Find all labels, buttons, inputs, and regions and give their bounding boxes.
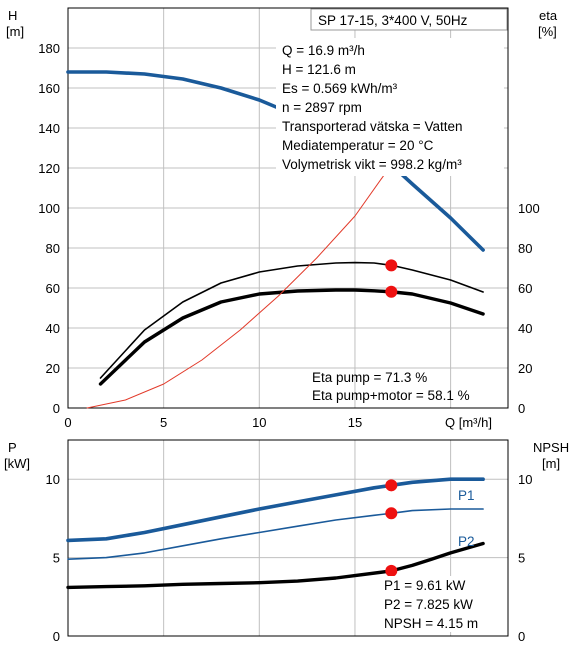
x-tick-0: 0	[64, 415, 71, 430]
eta-pump-motor-text: Eta pump+motor = 58.1 %	[312, 388, 470, 403]
top-x-tick-labels: 0 5 10 15	[64, 415, 362, 430]
p1-value-text: P1 = 9.61 kW	[384, 578, 466, 593]
x-tick-15: 15	[348, 415, 362, 430]
y-tick-80: 80	[46, 241, 60, 256]
right-tick-80: 80	[518, 241, 532, 256]
top-plot-frame	[67, 7, 509, 409]
x-tick-5: 5	[160, 415, 167, 430]
p1-series-tag: P1	[458, 488, 475, 503]
top-eta-tick-labels: 0 20 40 60 80 100	[518, 201, 540, 416]
y-tick-10: 10	[46, 472, 60, 487]
right-tick-5: 5	[518, 551, 525, 566]
h-axis-unit: [m]	[6, 24, 24, 39]
info-line-n: n = 2897 rpm	[282, 100, 362, 115]
y-tick-180: 180	[38, 41, 60, 56]
h-axis-label: H	[8, 8, 17, 23]
y-tick-5: 5	[53, 551, 60, 566]
right-tick-20: 20	[518, 361, 532, 376]
y-tick-40: 40	[46, 321, 60, 336]
right-tick-60: 60	[518, 281, 532, 296]
npsh-value-text: NPSH = 4.15 m	[384, 616, 478, 631]
y-tick-100: 100	[38, 201, 60, 216]
npsh-axis-unit: [m]	[542, 456, 560, 471]
x-tick-10: 10	[252, 415, 266, 430]
right-tick-0: 0	[518, 401, 525, 416]
y-tick-160: 160	[38, 81, 60, 96]
y-tick-0: 0	[53, 629, 60, 644]
marker-0	[385, 479, 398, 492]
eta-pump-text: Eta pump = 71.3 %	[312, 370, 427, 385]
info-line-h: H = 121.6 m	[282, 62, 356, 77]
bottom-info-panel	[380, 576, 504, 632]
bottom-p-tick-labels: 0 5 10	[46, 472, 60, 644]
marker-1	[385, 259, 398, 272]
info-line-es: Es = 0.569 kWh/m³	[282, 81, 398, 96]
right-tick-10: 10	[518, 472, 532, 487]
top-markers	[383, 156, 400, 298]
right-tick-40: 40	[518, 321, 532, 336]
info-line-density: Volymetrisk vikt = 998.2 kg/m³	[282, 157, 462, 172]
marker-2	[385, 564, 398, 577]
system-curve	[86, 164, 392, 409]
p1-curve	[66, 477, 485, 543]
p-axis-label: P	[8, 440, 17, 455]
bottom-series	[66, 477, 485, 590]
y-tick-0: 0	[53, 401, 60, 416]
right-tick-0: 0	[518, 629, 525, 644]
q-axis-label: Q [m³/h]	[445, 415, 492, 430]
bottom-plot-frame	[67, 439, 509, 637]
info-line-fluid: Transporterad vätska = Vatten	[282, 119, 462, 134]
info-line-q: Q = 16.9 m³/h	[282, 43, 365, 58]
info-panel	[276, 38, 504, 176]
eta-pump-motor-curve	[98, 288, 485, 386]
p-axis-unit: [kW]	[4, 456, 30, 471]
eta-axis-unit: [%]	[538, 24, 557, 39]
y-tick-20: 20	[46, 361, 60, 376]
p2-curve	[67, 508, 484, 560]
eta-axis-label: eta	[539, 8, 558, 23]
bottom-npsh-tick-labels: 0 5 10	[518, 472, 532, 644]
marker-2	[385, 285, 398, 298]
title-box	[310, 8, 508, 31]
eta-pump-curve	[99, 261, 484, 379]
p2-value-text: P2 = 7.825 kW	[384, 597, 473, 612]
y-tick-120: 120	[38, 161, 60, 176]
npsh-curve	[66, 541, 485, 590]
y-tick-140: 140	[38, 121, 60, 136]
right-tick-100: 100	[518, 201, 540, 216]
npsh-axis-label: NPSH	[533, 440, 569, 455]
p2-series-tag: P2	[458, 534, 475, 549]
marker-1	[385, 507, 398, 520]
top-y-tick-labels: 0 20 40 60 80 100 120 140 160 180	[38, 41, 60, 416]
title-text: SP 17-15, 3*400 V, 50Hz	[318, 13, 468, 28]
info-line-temp: Mediatemperatur = 20 °C	[282, 138, 434, 153]
bottom-markers	[385, 479, 398, 577]
y-tick-60: 60	[46, 281, 60, 296]
